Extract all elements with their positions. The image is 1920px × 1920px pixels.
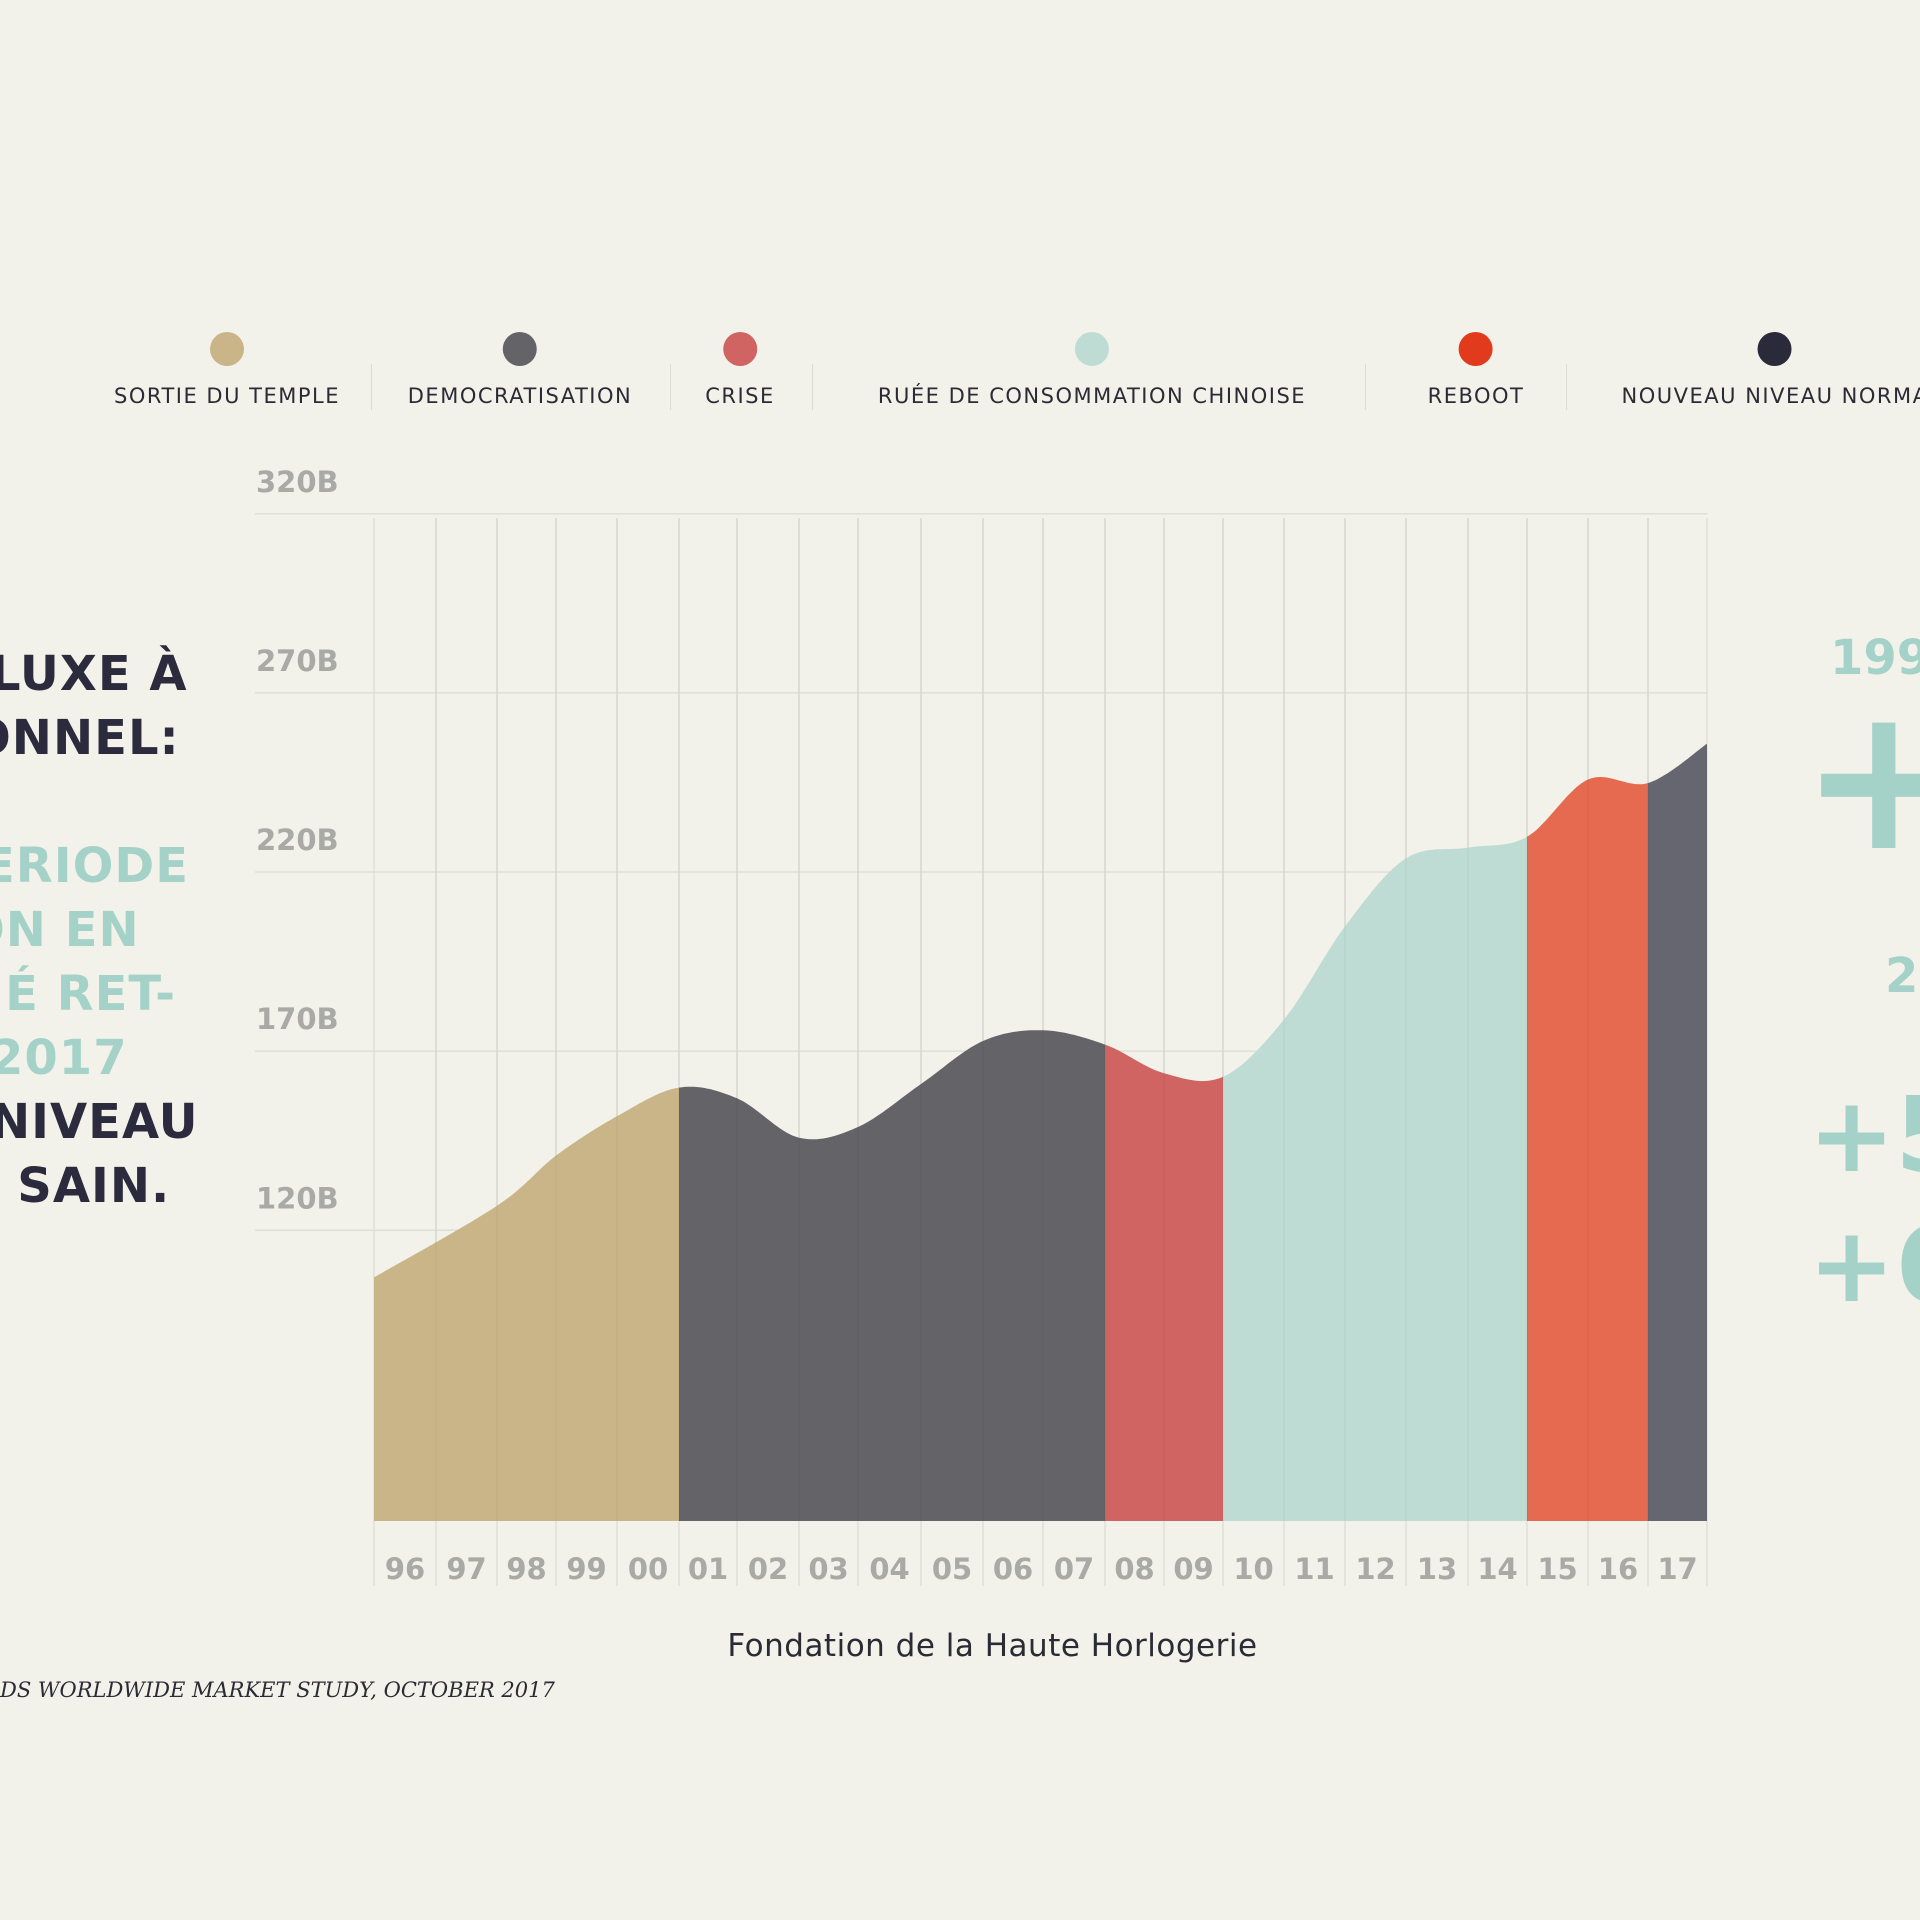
legend-label: RUÉE DE CONSOMMATION CHINOISE bbox=[877, 384, 1307, 408]
x-tick-label: 00 bbox=[628, 1552, 668, 1586]
headline-line-2: ONNEL: bbox=[0, 710, 180, 766]
x-tick-label: 16 bbox=[1598, 1552, 1638, 1586]
headline-line-3: ERIODE bbox=[0, 838, 190, 894]
y-axis: 120B 170B 220B 270B 320B bbox=[256, 465, 339, 1215]
chart-areas bbox=[374, 518, 1707, 1521]
x-tick-label: 13 bbox=[1417, 1552, 1457, 1586]
x-tick-label: 09 bbox=[1173, 1552, 1213, 1586]
area-phase bbox=[1105, 1044, 1223, 1521]
x-tick-label: 03 bbox=[808, 1552, 848, 1586]
legend-separator bbox=[1566, 364, 1567, 410]
x-tick-label: 06 bbox=[993, 1552, 1033, 1586]
x-tick-label: 15 bbox=[1537, 1552, 1577, 1586]
y-tick-label: 220B bbox=[256, 823, 339, 857]
legend-dot bbox=[722, 332, 757, 366]
legend-item: SORTIE DU TEMPLE bbox=[114, 320, 340, 408]
legend-item: RUÉE DE CONSOMMATION CHINOISE bbox=[878, 320, 1306, 408]
area-phase bbox=[374, 1087, 679, 1521]
x-tick-label: 12 bbox=[1355, 1552, 1395, 1586]
x-tick-label: 08 bbox=[1114, 1552, 1154, 1586]
legend-separator bbox=[1365, 364, 1366, 410]
y-tick-label: 120B bbox=[256, 1181, 339, 1215]
headline-line-5: HÉ RET- bbox=[0, 966, 177, 1022]
x-tick-label: 97 bbox=[446, 1552, 486, 1586]
chart-legend: SORTIE DU TEMPLE DEMOCRATISATION CRISE RUÉE… bbox=[0, 320, 1920, 430]
legend-label: NOUVEAU NIVEAU NORMA bbox=[1621, 384, 1920, 408]
x-tick-label: 14 bbox=[1477, 1552, 1517, 1586]
area-phase bbox=[679, 1030, 1105, 1521]
legend-separator bbox=[371, 364, 372, 410]
y-tick-label: 320B bbox=[256, 465, 339, 499]
x-tick-label: 07 bbox=[1054, 1552, 1094, 1586]
legend-label: REBOOT bbox=[1427, 384, 1525, 408]
legend-separator bbox=[812, 364, 813, 410]
headline-line-4: ON EN bbox=[0, 902, 140, 958]
chart-source: Fondation de la Haute Horlogerie bbox=[727, 1628, 1258, 1664]
area-phase bbox=[1527, 777, 1648, 1521]
legend-separator bbox=[670, 364, 671, 410]
headline-line-1: LUXE À bbox=[0, 646, 188, 702]
legend-item: NOUVEAU NIVEAU NORMA bbox=[1622, 320, 1920, 408]
x-tick-label: 05 bbox=[932, 1552, 972, 1586]
legend-dot bbox=[1074, 332, 1109, 366]
area-phase bbox=[1648, 743, 1707, 1521]
legend-dot bbox=[1458, 332, 1493, 366]
x-tick-label: 04 bbox=[869, 1552, 909, 1586]
x-tick-label: 10 bbox=[1233, 1552, 1273, 1586]
legend-label: CRISE bbox=[705, 384, 775, 408]
x-tick-label: 96 bbox=[385, 1552, 425, 1586]
y-tick-label: 270B bbox=[256, 644, 339, 678]
x-tick-label: 17 bbox=[1657, 1552, 1697, 1586]
x-tick-label: 02 bbox=[748, 1552, 788, 1586]
x-tick-label: 98 bbox=[506, 1552, 546, 1586]
x-tick-label: 99 bbox=[566, 1552, 606, 1586]
legend-label: SORTIE DU TEMPLE bbox=[114, 384, 340, 408]
x-tick-label: 11 bbox=[1294, 1552, 1334, 1586]
headline-line-8: S SAIN. bbox=[0, 1158, 171, 1214]
legend-dot bbox=[503, 332, 537, 366]
source-note: DS WORLDWIDE MARKET STUDY, OCTOBER 2017 bbox=[0, 1678, 555, 1702]
headline-line-6: 2017 bbox=[0, 1030, 128, 1086]
x-axis: 96 97 98 99 00 01 02 03 04 05 06 07 08 09 10 11 12 13 14 15… bbox=[385, 1552, 1698, 1586]
legend-dot bbox=[209, 332, 244, 366]
legend-label: DEMOCRATISATION bbox=[407, 384, 633, 408]
legend-dot bbox=[1757, 332, 1792, 366]
legend-item: REBOOT bbox=[1428, 320, 1525, 408]
y-tick-label: 170B bbox=[256, 1002, 339, 1036]
legend-item: DEMOCRATISATION bbox=[408, 320, 632, 408]
x-tick-label: 01 bbox=[688, 1552, 728, 1586]
area-phase bbox=[1223, 836, 1527, 1521]
legend-item: CRISE bbox=[705, 320, 775, 408]
headline-line-7: NIVEAU bbox=[0, 1094, 199, 1150]
